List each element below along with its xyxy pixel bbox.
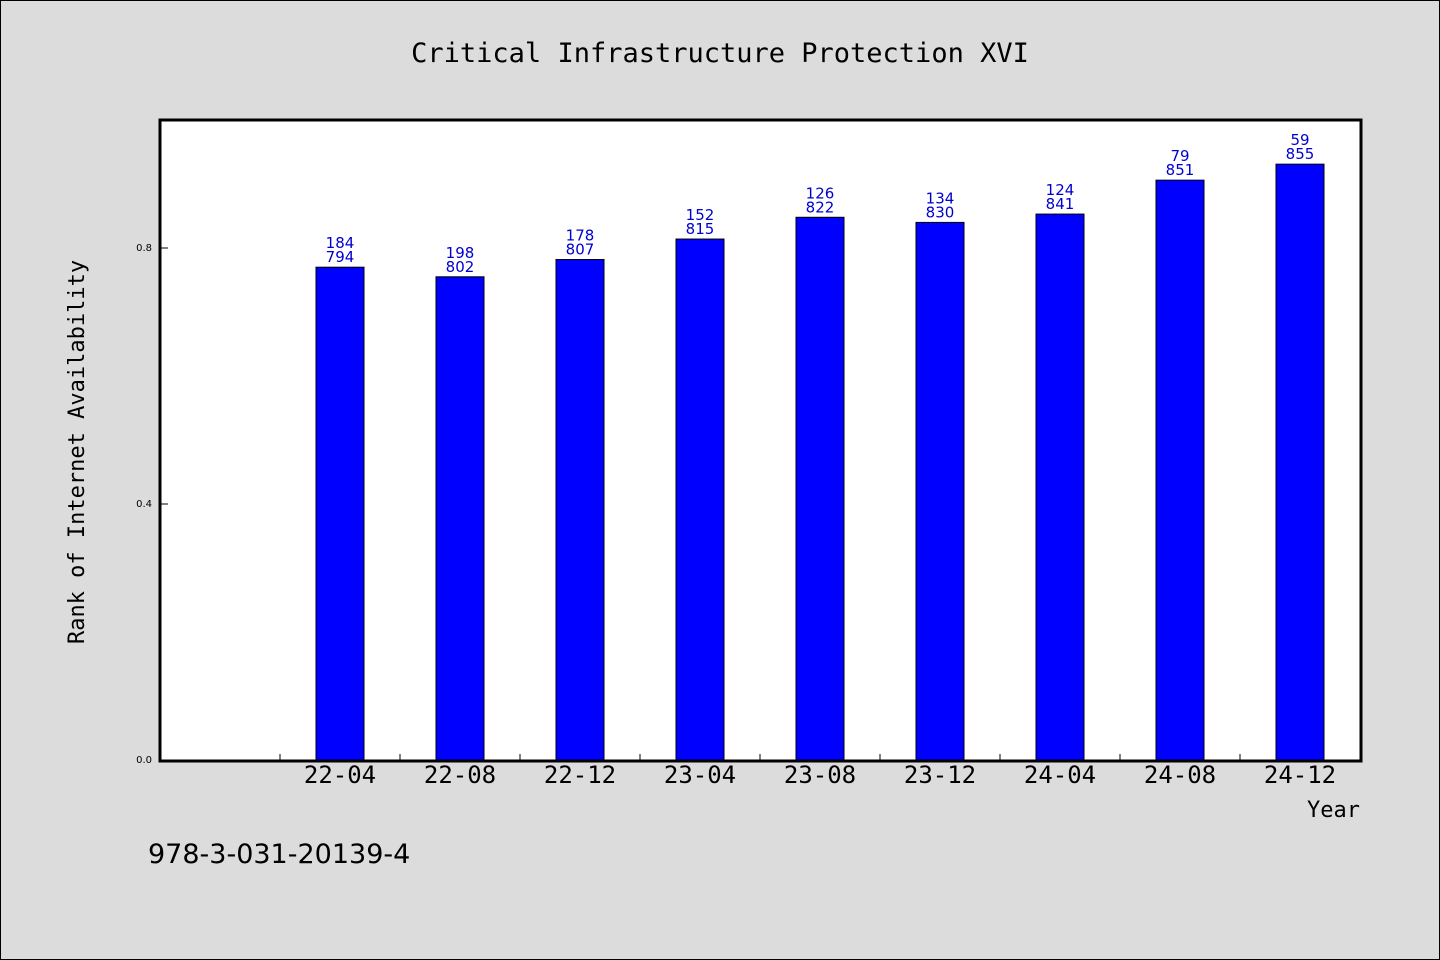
bar-23-12 — [915, 221, 965, 761]
x-axis-label: Year — [1307, 798, 1360, 823]
data-label-top-22-04: 184 — [326, 234, 355, 252]
isbn-footer: 978-3-031-20139-4 — [148, 839, 410, 870]
bar-23-04 — [675, 238, 725, 761]
x-tick-label-22-04: 22-04 — [304, 761, 376, 789]
x-tick-label-24-12: 24-12 — [1264, 761, 1336, 789]
data-label-bottom-22-12: 807 — [566, 241, 595, 259]
x-axis-ticks: 22-04 22-08 22-12 23-04 23-08 23-12 24-04 24-08… — [279, 754, 1361, 789]
chart-title: Critical Infrastructure Protection XVI — [411, 38, 1029, 69]
y-axis-ticks: 0.0 0.4 0.8 — [136, 243, 168, 766]
bar-23-08 — [795, 216, 845, 761]
bar-22-04 — [315, 266, 365, 761]
x-tick-label-24-04: 24-04 — [1024, 761, 1096, 789]
data-label-top-23-08: 126 — [806, 184, 835, 202]
data-label-top-22-08: 198 — [446, 244, 475, 262]
bars-group — [315, 163, 1325, 761]
data-label-bottom-23-08: 822 — [806, 198, 835, 216]
data-label-bottom-22-08: 802 — [446, 258, 475, 276]
y-axis-label: Rank of Internet Availability — [65, 260, 90, 644]
y-tick-label-0.4: 0.4 — [136, 499, 152, 510]
x-tick-label-23-04: 23-04 — [664, 761, 736, 789]
bar-24-04 — [1035, 213, 1085, 761]
data-label-bottom-24-08: 851 — [1166, 161, 1195, 179]
data-label-bottom-23-12: 830 — [926, 203, 955, 221]
data-label-bottom-24-12: 855 — [1286, 145, 1315, 163]
data-label-top-24-12: 59 — [1290, 131, 1309, 149]
y-tick-label-0.8: 0.8 — [136, 243, 152, 254]
x-tick-label-22-12: 22-12 — [544, 761, 616, 789]
x-tick-label-24-08: 24-08 — [1144, 761, 1216, 789]
x-tick-label-23-12: 23-12 — [904, 761, 976, 789]
data-label-top-24-04: 124 — [1046, 181, 1075, 199]
y-tick-label-0.0: 0.0 — [136, 755, 152, 766]
bar-24-08 — [1155, 179, 1205, 761]
data-label-bottom-23-04: 815 — [686, 220, 715, 238]
data-label-top-24-08: 79 — [1170, 147, 1189, 165]
data-label-top-22-12: 178 — [566, 227, 595, 245]
data-label-top-23-12: 134 — [926, 189, 955, 207]
data-label-bottom-24-04: 841 — [1046, 195, 1075, 213]
bar-24-12 — [1275, 163, 1325, 761]
data-label-bottom-22-04: 794 — [326, 248, 355, 266]
bar-22-12 — [555, 259, 605, 761]
x-tick-label-23-08: 23-08 — [784, 761, 856, 789]
bar-22-08 — [435, 276, 485, 761]
x-tick-label-22-08: 22-08 — [424, 761, 496, 789]
data-label-top-23-04: 152 — [686, 206, 715, 224]
